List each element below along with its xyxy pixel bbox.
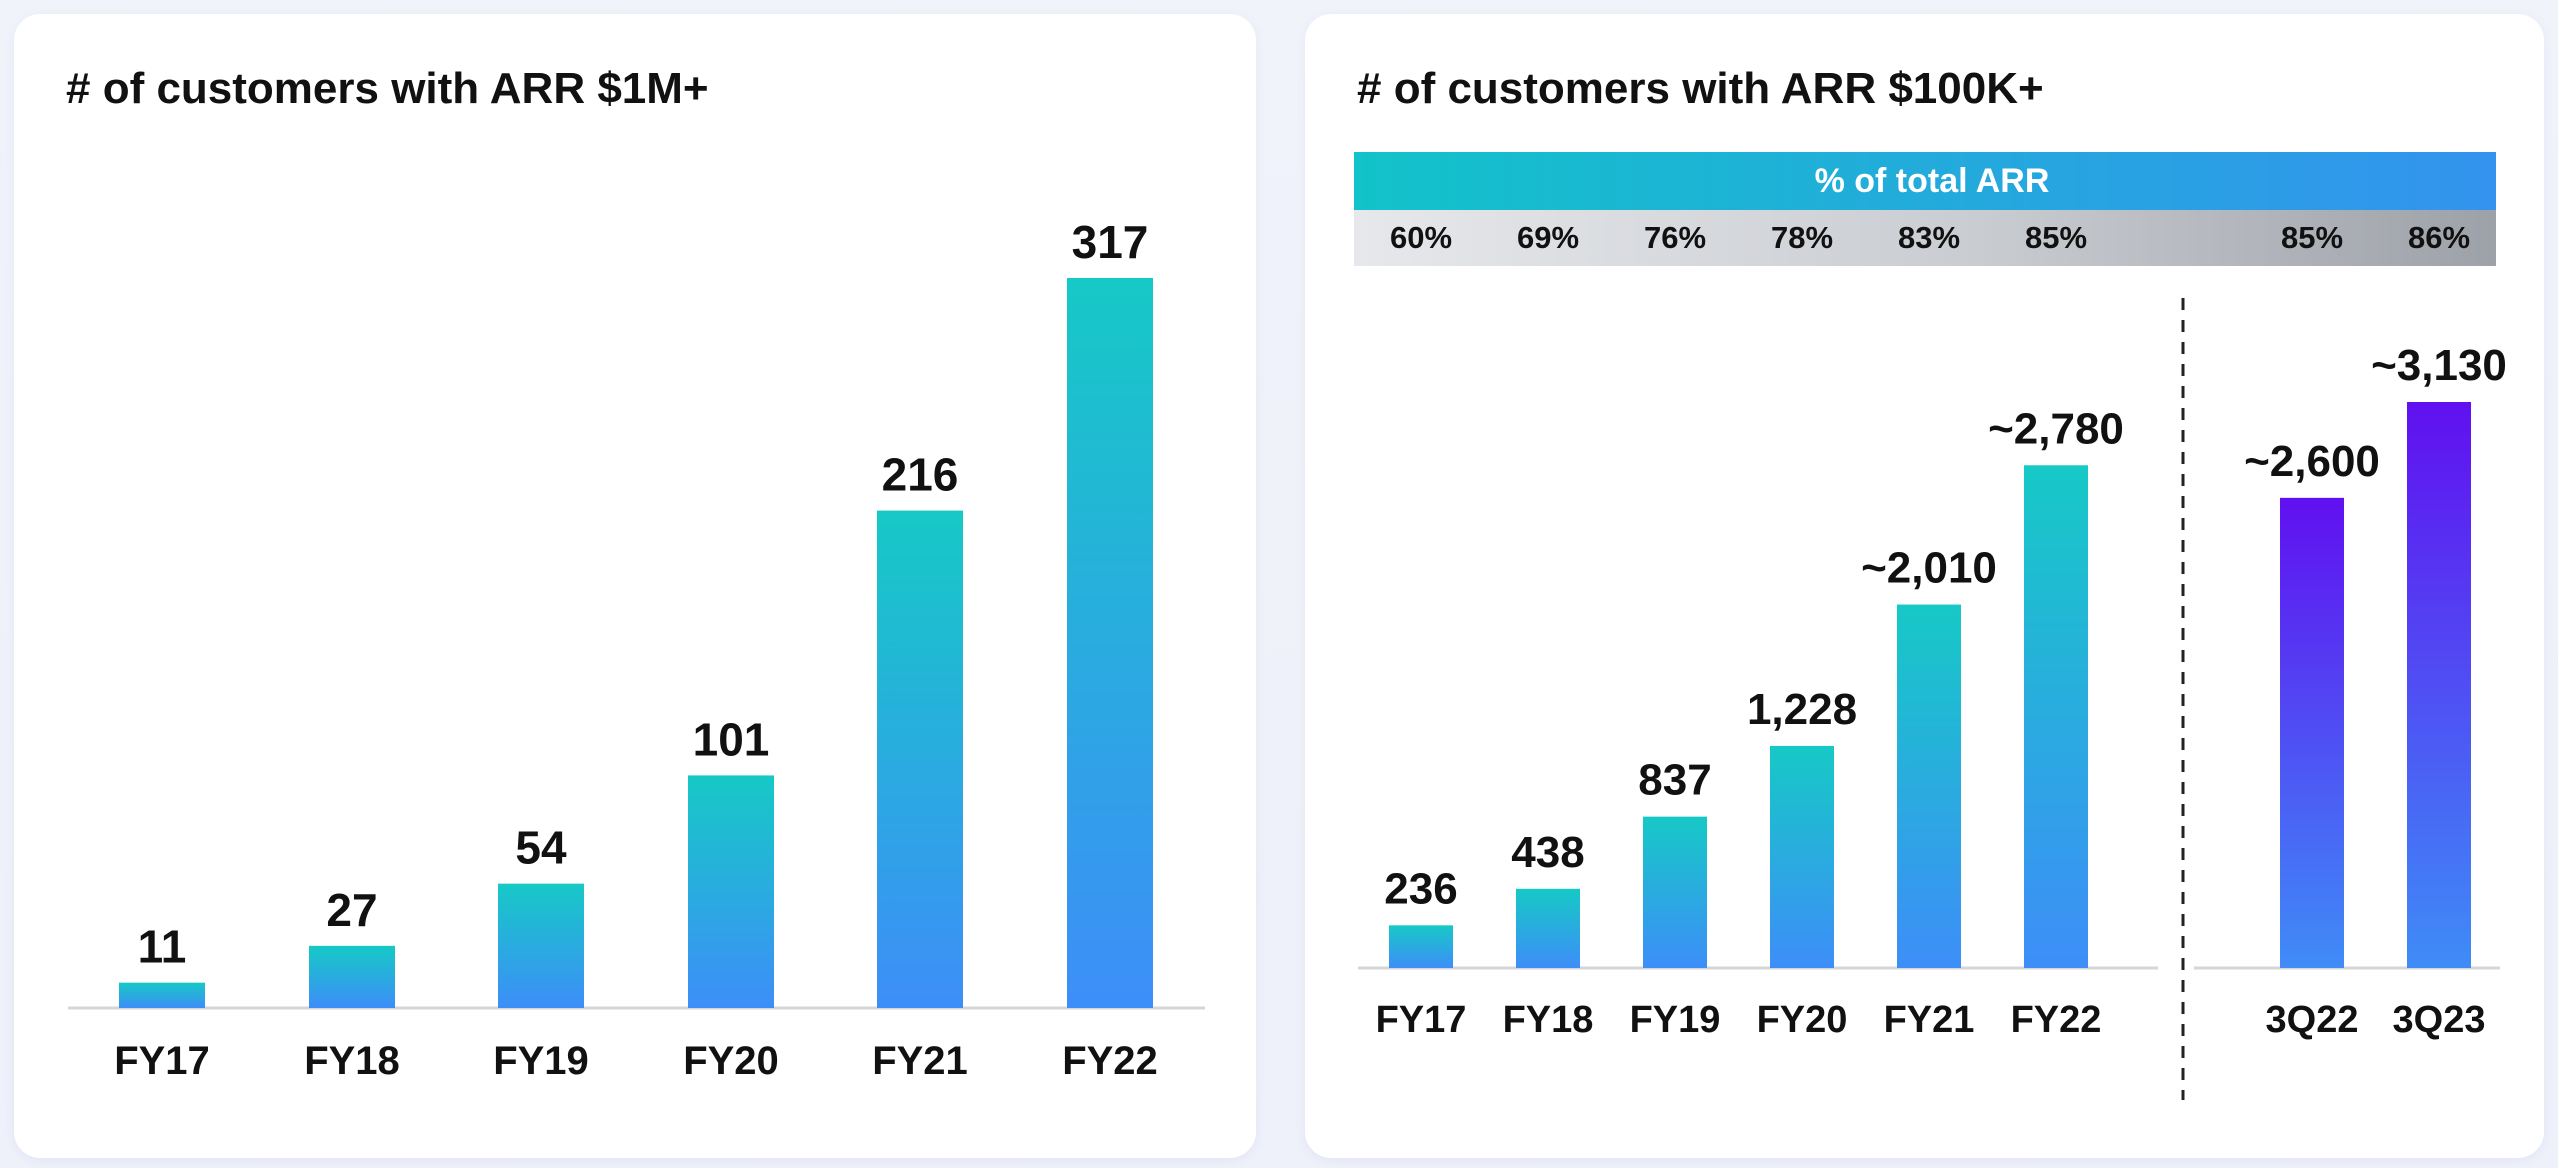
x-tick-label: FY19: [1630, 999, 1721, 1041]
x-tick-label: FY18: [1503, 999, 1594, 1041]
bar: [1067, 278, 1153, 1008]
pct-of-total-arr-label: 60%: [1390, 220, 1452, 255]
pct-of-total-arr-label: 69%: [1517, 220, 1579, 255]
data-label: 101: [693, 713, 770, 765]
x-tick-label: FY21: [1884, 999, 1975, 1041]
data-label: 11: [138, 921, 187, 973]
bar: [1897, 604, 1961, 968]
bar: [119, 982, 205, 1008]
data-label: 236: [1384, 864, 1457, 913]
bar: [688, 775, 774, 1008]
bar: [2280, 497, 2344, 968]
x-tick-label: 3Q22: [2266, 999, 2359, 1041]
x-tick-label: FY20: [683, 1039, 779, 1083]
data-label: 1,228: [1747, 685, 1857, 734]
x-tick-label: FY22: [1062, 1039, 1158, 1083]
x-tick-label: FY21: [872, 1039, 968, 1083]
data-label: 837: [1638, 756, 1711, 805]
chart-title-arr-1m: # of customers with ARR $1M+: [66, 64, 709, 113]
x-tick-label: FY17: [114, 1039, 210, 1083]
data-label: 317: [1072, 216, 1149, 268]
pct-of-total-arr-label: 83%: [1898, 220, 1960, 255]
x-tick-label: FY22: [2011, 999, 2102, 1041]
pct-row: [1354, 210, 2496, 266]
bar: [2024, 465, 2088, 968]
x-tick-label: 3Q23: [2393, 999, 2486, 1041]
data-label: 27: [326, 884, 377, 936]
data-label: ~3,130: [2371, 341, 2507, 390]
data-label: 216: [882, 449, 959, 501]
chart-title-arr-100k: # of customers with ARR $100K+: [1357, 64, 2044, 113]
pct-of-total-arr-label: 85%: [2025, 220, 2087, 255]
pct-of-total-arr-label: 76%: [1644, 220, 1706, 255]
pct-of-total-arr-label: 86%: [2408, 220, 2470, 255]
bar-chart-arr-100k: % of total ARR 60% 69% 76% 78% 83% 85% 85% 86% 23…: [1354, 152, 2507, 1100]
chart-card-arr-1m: # of customers with ARR $1M+: [14, 14, 1256, 1158]
bar: [309, 945, 395, 1008]
bar: [1770, 745, 1834, 968]
bar: [1643, 816, 1707, 968]
arr-banner-label: % of total ARR: [1815, 162, 2050, 200]
bar: [498, 883, 584, 1008]
data-label: 54: [515, 822, 567, 874]
bar: [877, 510, 963, 1008]
bar-chart-arr-1m: 11 FY17 27 FY18 54 FY19 101 FY20 216 FY21 317 FY22: [68, 216, 1205, 1083]
data-label: ~2,010: [1861, 544, 1997, 593]
pct-of-total-arr-label: 78%: [1771, 220, 1833, 255]
data-label: 438: [1511, 828, 1584, 877]
bar: [1516, 888, 1580, 968]
pct-of-total-arr-label: 85%: [2281, 220, 2343, 255]
x-tick-label: FY20: [1757, 999, 1848, 1041]
x-tick-label: FY17: [1376, 999, 1467, 1041]
data-label: ~2,600: [2244, 437, 2380, 486]
bar: [2407, 402, 2471, 968]
x-tick-label: FY19: [493, 1039, 589, 1083]
data-label: ~2,780: [1988, 404, 2124, 453]
arr-banner: [1354, 152, 2496, 210]
x-tick-label: FY18: [304, 1039, 400, 1083]
bar: [1389, 925, 1453, 968]
